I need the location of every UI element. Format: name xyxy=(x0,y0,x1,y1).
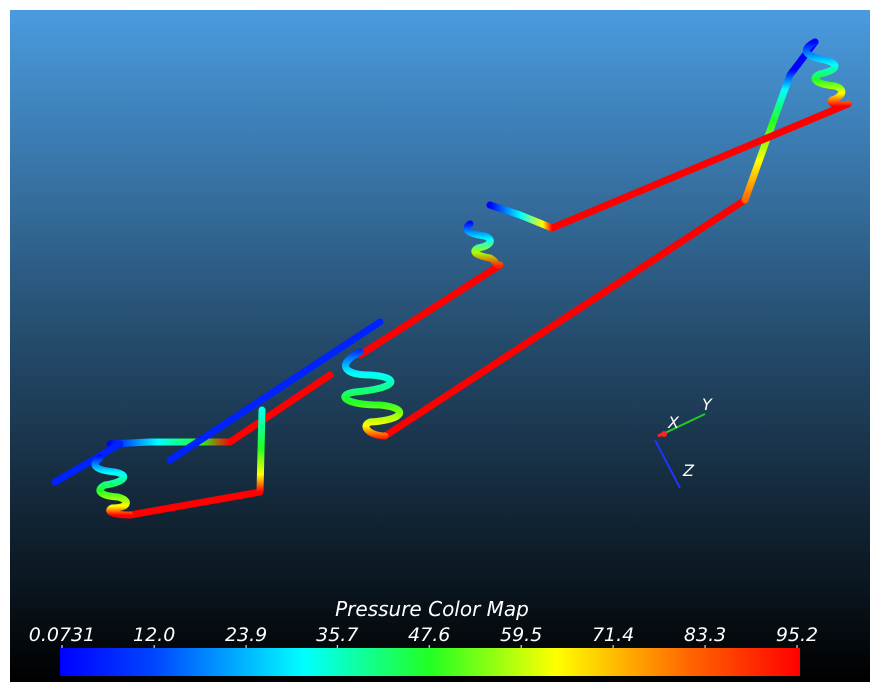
page: {"colorbar": {"title": "Pressure Color M… xyxy=(0,0,870,682)
colorbar-title: Pressure Color Map xyxy=(335,597,529,621)
x-axis-head xyxy=(661,431,667,437)
colorbar-tick-label: 12.0 xyxy=(133,624,175,646)
colorbar-tick-label: 23.9 xyxy=(225,624,267,646)
background xyxy=(10,10,870,682)
colorbar-tick-label: 95.2 xyxy=(776,624,818,646)
colorbar-tick-label: 71.4 xyxy=(592,624,634,646)
colorbar-tick-label: 35.7 xyxy=(316,624,358,646)
colorbar-tick-label: 0.0731 xyxy=(29,624,95,646)
colorbar xyxy=(60,648,800,676)
render-view: X Y Z Pressure Color Map 0.0731 12.0 23.9 3… xyxy=(0,0,870,682)
colorbar-tick-label: 59.5 xyxy=(500,624,542,646)
axis-label: Z xyxy=(682,461,695,480)
axis-label: X xyxy=(667,413,680,432)
axis-label: Y xyxy=(702,395,713,414)
pipe xyxy=(260,410,262,492)
colorbar-tick-label: 47.6 xyxy=(408,624,450,646)
pipe xyxy=(110,442,230,444)
colorbar-tick-label: 83.3 xyxy=(684,624,726,646)
